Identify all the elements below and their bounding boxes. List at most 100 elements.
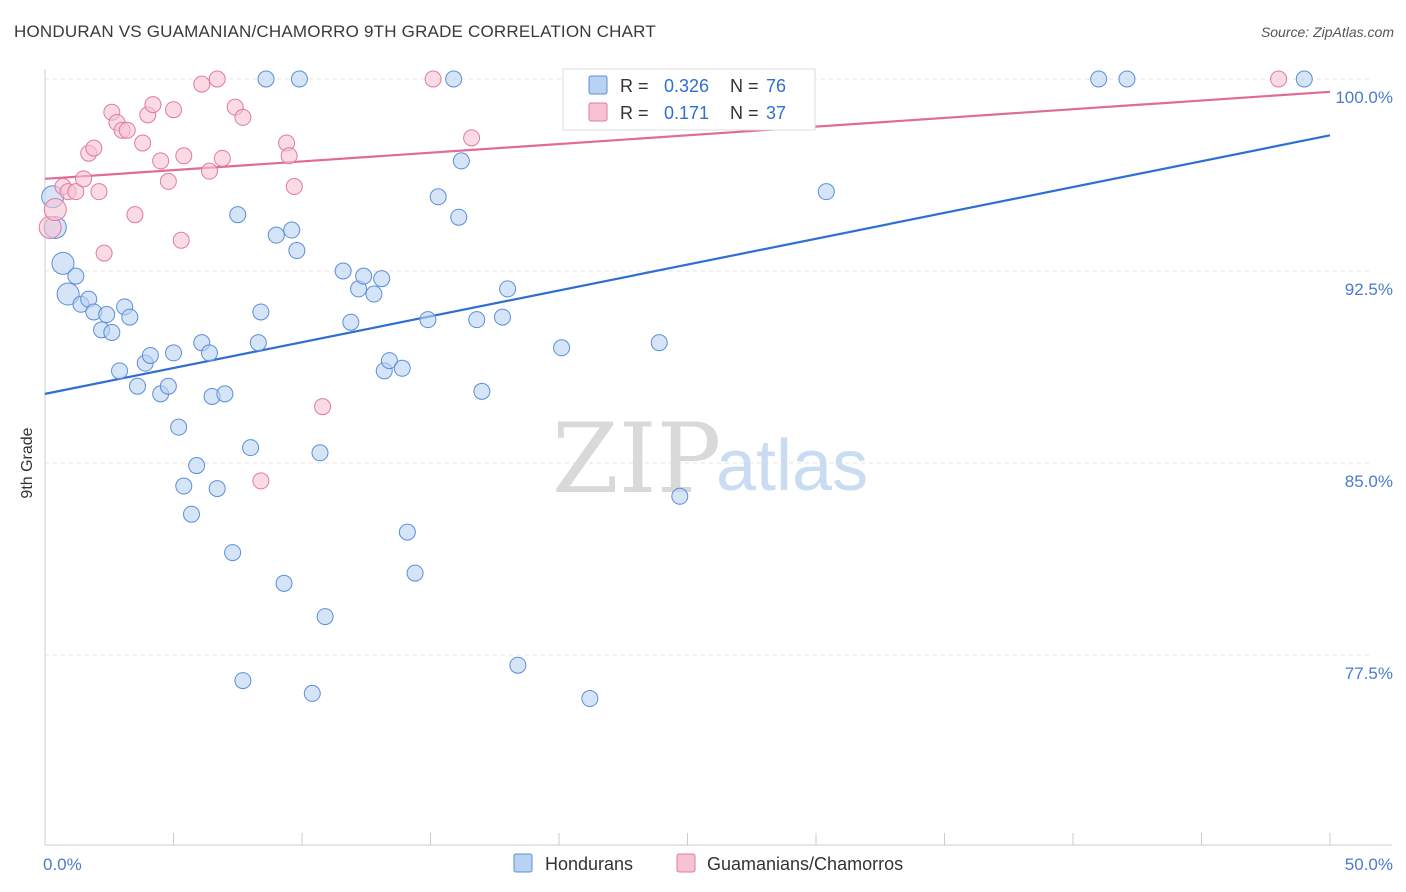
- guamanian-point-28: [234, 108, 252, 126]
- honduran-point-18: [159, 377, 177, 395]
- trend-lines: [44, 90, 1331, 395]
- x-tick-label-1: 50.0%: [1345, 855, 1393, 874]
- honduran-point-44: [334, 262, 352, 280]
- honduran-point-13: [121, 308, 139, 326]
- guamanian-point-19: [159, 172, 177, 190]
- guamanian-point-22: [175, 147, 193, 165]
- honduran-point-38: [283, 221, 301, 239]
- honduran-point-62: [493, 308, 511, 326]
- guamanian-point-5: [75, 170, 93, 188]
- honduran-point-25: [200, 344, 218, 362]
- guamanian-point-24: [200, 162, 218, 180]
- y-tick-label-0: 77.5%: [1345, 664, 1393, 683]
- guamanian-point-21: [172, 231, 190, 249]
- honduran-point-47: [355, 267, 373, 285]
- y-tick-label-3: 100.0%: [1335, 88, 1393, 107]
- guamanian-point-4: [67, 183, 85, 201]
- honduran-point-33: [249, 334, 267, 352]
- honduran-point-28: [216, 385, 234, 403]
- guamanian-point-18: [152, 152, 170, 170]
- honduran-point-10: [103, 323, 121, 341]
- guamanian-point-15: [134, 134, 152, 152]
- honduran-point-59: [452, 152, 470, 170]
- honduran-point-67: [650, 334, 668, 352]
- honduran-point-52: [393, 359, 411, 377]
- honduran-point-45: [342, 313, 360, 331]
- guamanian-point-1: [43, 198, 67, 222]
- guamanian-point-14: [126, 206, 144, 224]
- honduran-point-20: [170, 418, 188, 436]
- honduran-point-19: [165, 344, 182, 362]
- legend-n-value-1: 37: [766, 103, 786, 123]
- honduran-point-27: [208, 480, 226, 498]
- x-tick-labels: 0.0% 50.0%: [43, 855, 1393, 874]
- legend: R = 0.326 N = 76 R = 0.171 N = 37: [562, 68, 816, 131]
- honduran-point-54: [406, 564, 424, 582]
- honduran-point-70: [817, 183, 835, 201]
- honduran-point-40: [290, 70, 308, 88]
- guamanian-point-7: [85, 139, 103, 157]
- chart-title: HONDURAN VS GUAMANIAN/CHAMORRO 9TH GRADE…: [14, 22, 656, 41]
- guamanian-point-26: [213, 149, 231, 167]
- honduran-point-32: [242, 439, 260, 457]
- honduran-point-34: [252, 303, 270, 321]
- legend-r-label-1: R =: [620, 103, 649, 123]
- bottom-legend-swatch-hondurans: [513, 853, 533, 873]
- bottom-legend-swatch-guamanians: [676, 853, 696, 873]
- guamanian-point-34: [424, 70, 442, 88]
- watermark-atlas: atlas: [716, 426, 868, 506]
- honduran-point-73: [1295, 70, 1313, 88]
- honduran-point-2: [51, 251, 75, 275]
- honduran-point-65: [553, 339, 571, 357]
- guamanian-point-25: [208, 70, 226, 88]
- honduran-point-58: [450, 208, 468, 226]
- guamanian-point-35: [463, 129, 481, 147]
- honduran-point-4: [67, 267, 85, 285]
- guamanian-point-29: [252, 472, 270, 490]
- y-tick-label-1: 85.0%: [1345, 472, 1393, 491]
- legend-r-value-1: 0.171: [664, 103, 709, 123]
- y-tick-labels: 77.5% 85.0% 92.5% 100.0%: [1335, 88, 1393, 683]
- honduran-point-16: [141, 346, 159, 364]
- honduran-point-60: [468, 311, 486, 329]
- honduran-point-39: [288, 242, 306, 260]
- honduran-point-35: [257, 70, 275, 88]
- guamanian-point-9: [95, 244, 113, 262]
- honduran-point-56: [429, 188, 447, 206]
- legend-swatch-guamanians: [588, 102, 608, 122]
- honduran-point-41: [303, 684, 321, 702]
- honduran-point-49: [373, 270, 391, 288]
- bottom-legend-label-hondurans: Hondurans: [545, 854, 633, 874]
- y-axis-label: 9th Grade: [19, 427, 36, 498]
- honduran-point-71: [1090, 70, 1108, 88]
- legend-swatch-hondurans: [588, 75, 608, 95]
- legend-n-label-0: N =: [730, 76, 759, 96]
- guamanian-point-33: [314, 398, 332, 416]
- legend-r-label-0: R =: [620, 76, 649, 96]
- honduran-point-9: [98, 306, 116, 324]
- honduran-point-22: [182, 505, 200, 523]
- honduran-point-21: [175, 477, 193, 495]
- honduran-point-61: [473, 382, 491, 400]
- bottom-legend-label-guamanians: Guamanians/Chamorros: [707, 854, 903, 874]
- guamanian-point-23: [193, 75, 211, 93]
- trend-line-1: [44, 90, 1331, 180]
- honduran-point-48: [365, 285, 383, 303]
- honduran-point-36: [267, 226, 285, 244]
- honduran-point-57: [445, 70, 463, 88]
- legend-n-label-1: N =: [730, 103, 759, 123]
- honduran-point-42: [311, 444, 329, 462]
- honduran-point-30: [229, 206, 247, 224]
- honduran-point-51: [380, 352, 398, 370]
- honduran-point-72: [1118, 70, 1136, 88]
- grid-lines: [45, 78, 1370, 656]
- watermark-zip: ZIP: [552, 403, 721, 515]
- bottom-legend: Hondurans Guamanians/Chamorros: [513, 853, 903, 874]
- honduran-point-55: [419, 311, 437, 329]
- guamanian-point-17: [144, 96, 162, 114]
- honduran-point-29: [224, 544, 242, 562]
- legend-n-value-0: 76: [766, 76, 786, 96]
- guamanian-point-20: [165, 101, 182, 119]
- honduran-point-11: [111, 362, 129, 380]
